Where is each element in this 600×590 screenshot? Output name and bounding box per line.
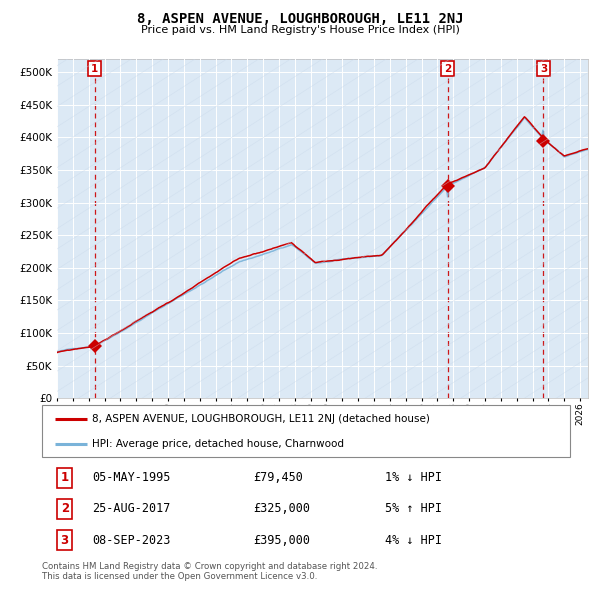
Text: 4% ↓ HPI: 4% ↓ HPI — [385, 533, 442, 546]
Text: 05-MAY-1995: 05-MAY-1995 — [92, 471, 170, 484]
Text: Contains HM Land Registry data © Crown copyright and database right 2024.: Contains HM Land Registry data © Crown c… — [42, 562, 377, 571]
Text: 2: 2 — [444, 64, 451, 74]
Text: HPI: Average price, detached house, Charnwood: HPI: Average price, detached house, Char… — [92, 440, 344, 449]
Text: £395,000: £395,000 — [253, 533, 310, 546]
Text: £79,450: £79,450 — [253, 471, 303, 484]
Text: 08-SEP-2023: 08-SEP-2023 — [92, 533, 170, 546]
Text: 1% ↓ HPI: 1% ↓ HPI — [385, 471, 442, 484]
Text: 1: 1 — [61, 471, 69, 484]
Text: £325,000: £325,000 — [253, 502, 310, 516]
Text: 8, ASPEN AVENUE, LOUGHBOROUGH, LE11 2NJ (detached house): 8, ASPEN AVENUE, LOUGHBOROUGH, LE11 2NJ … — [92, 414, 430, 424]
Text: 5% ↑ HPI: 5% ↑ HPI — [385, 502, 442, 516]
Text: 3: 3 — [61, 533, 69, 546]
Text: Price paid vs. HM Land Registry's House Price Index (HPI): Price paid vs. HM Land Registry's House … — [140, 25, 460, 35]
Text: 3: 3 — [540, 64, 547, 74]
Text: 2: 2 — [61, 502, 69, 516]
Text: This data is licensed under the Open Government Licence v3.0.: This data is licensed under the Open Gov… — [42, 572, 317, 581]
Text: 1: 1 — [91, 64, 98, 74]
Text: 8, ASPEN AVENUE, LOUGHBOROUGH, LE11 2NJ: 8, ASPEN AVENUE, LOUGHBOROUGH, LE11 2NJ — [137, 12, 463, 26]
Text: 25-AUG-2017: 25-AUG-2017 — [92, 502, 170, 516]
